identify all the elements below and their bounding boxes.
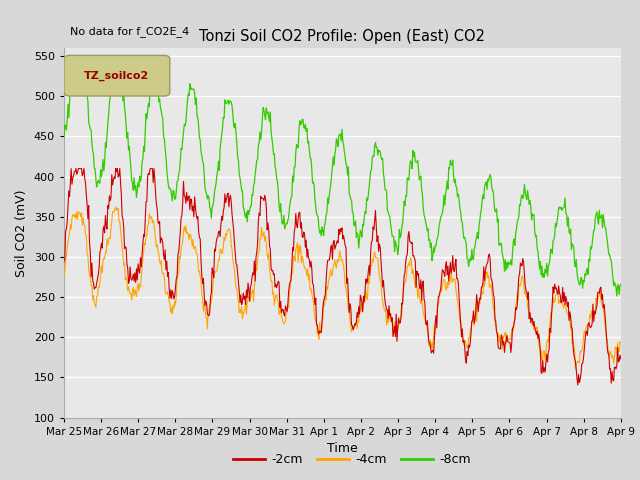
Y-axis label: Soil CO2 (mV): Soil CO2 (mV) — [15, 189, 28, 276]
Text: No data for f_CO2E_4: No data for f_CO2E_4 — [70, 26, 189, 37]
FancyBboxPatch shape — [64, 55, 170, 96]
Text: TZ_soilco2: TZ_soilco2 — [84, 71, 150, 81]
Title: Tonzi Soil CO2 Profile: Open (East) CO2: Tonzi Soil CO2 Profile: Open (East) CO2 — [200, 29, 485, 44]
X-axis label: Time: Time — [327, 442, 358, 455]
Legend: -2cm, -4cm, -8cm: -2cm, -4cm, -8cm — [228, 448, 476, 471]
